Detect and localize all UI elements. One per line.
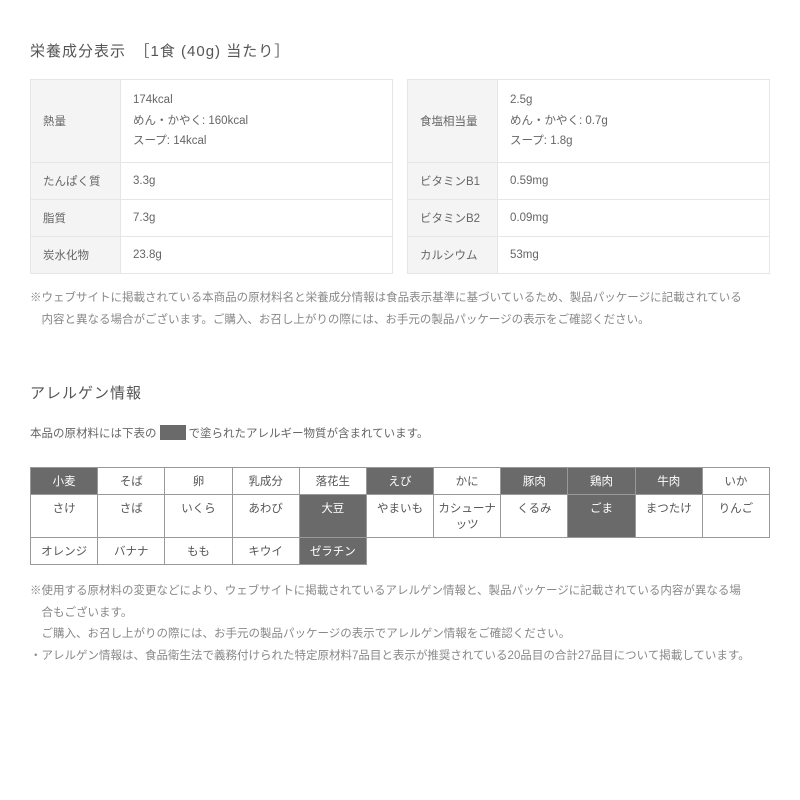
nutrition-value: 0.59mg xyxy=(498,163,770,200)
allergen-intro-suffix: で塗られたアレルギー物質が含まれています。 xyxy=(189,425,429,441)
allergen-cell: りんご xyxy=(703,495,770,538)
nutrition-value: 2.5gめん・かやく: 0.7gスープ: 1.8g xyxy=(498,80,770,163)
allergen-cell: 卵 xyxy=(165,468,232,495)
nutrition-value: 7.3g xyxy=(121,200,393,237)
table-row: 食塩相当量2.5gめん・かやく: 0.7gスープ: 1.8g xyxy=(408,80,770,163)
allergen-cell: くるみ xyxy=(501,495,568,538)
nutrition-label: たんぱく質 xyxy=(31,163,121,200)
allergen-cell: やまいも xyxy=(367,495,434,538)
allergen-cell: えび xyxy=(367,468,434,495)
allergen-cell: 小麦 xyxy=(31,468,98,495)
nutrition-label: ビタミンB1 xyxy=(408,163,498,200)
allergen-cell: ごま xyxy=(568,495,635,538)
allergen-intro-prefix: 本品の原材料には下表の xyxy=(30,425,157,441)
allergen-cell: バナナ xyxy=(98,538,165,565)
nutrition-label: 炭水化物 xyxy=(31,237,121,274)
allergen-cell: 大豆 xyxy=(300,495,367,538)
nutrition-note: ※ウェブサイトに掲載されている本商品の原材料名と栄養成分情報は食品表示基準に基づ… xyxy=(30,288,770,332)
allergen-cell-empty xyxy=(703,538,770,565)
nutrition-value: 174kcalめん・かやく: 160kcalスープ: 14kcal xyxy=(121,80,393,163)
allergen-cell: 乳成分 xyxy=(233,468,300,495)
nutrition-value: 23.8g xyxy=(121,237,393,274)
nutrition-table-left: 熱量174kcalめん・かやく: 160kcalスープ: 14kcalたんぱく質… xyxy=(30,79,393,274)
allergen-cell: さば xyxy=(98,495,165,538)
table-row: ビタミンB20.09mg xyxy=(408,200,770,237)
nutrition-table-right: 食塩相当量2.5gめん・かやく: 0.7gスープ: 1.8gビタミンB10.59… xyxy=(407,79,770,274)
allergen-cell: 鶏肉 xyxy=(568,468,635,495)
table-row: ビタミンB10.59mg xyxy=(408,163,770,200)
allergen-cell: 豚肉 xyxy=(501,468,568,495)
nutrition-tables: 熱量174kcalめん・かやく: 160kcalスープ: 14kcalたんぱく質… xyxy=(30,79,770,274)
nutrition-value: 53mg xyxy=(498,237,770,274)
allergen-cell: 落花生 xyxy=(300,468,367,495)
allergen-cell: 牛肉 xyxy=(636,468,703,495)
allergen-cell: もも xyxy=(165,538,232,565)
nutrition-title: 栄養成分表示 ［1食 (40g) 当たり］ xyxy=(30,40,770,61)
allergen-cell-empty xyxy=(501,538,568,565)
allergen-swatch xyxy=(160,425,186,440)
nutrition-value: 3.3g xyxy=(121,163,393,200)
allergen-cell: いか xyxy=(703,468,770,495)
allergen-cell: さけ xyxy=(31,495,98,538)
allergen-cell: いくら xyxy=(165,495,232,538)
table-row: カルシウム53mg xyxy=(408,237,770,274)
allergen-notes: ※使用する原材料の変更などにより、ウェブサイトに掲載されているアレルゲン情報と、… xyxy=(30,581,770,668)
allergen-cell-empty xyxy=(367,538,434,565)
allergen-grid: 小麦そば卵乳成分落花生えびかに豚肉鶏肉牛肉いかさけさばいくらあわび大豆やまいもカ… xyxy=(30,467,770,565)
allergen-cell: そば xyxy=(98,468,165,495)
allergen-cell: オレンジ xyxy=(31,538,98,565)
nutrition-label: 脂質 xyxy=(31,200,121,237)
nutrition-label: 熱量 xyxy=(31,80,121,163)
table-row: 脂質7.3g xyxy=(31,200,393,237)
allergen-title: アレルゲン情報 xyxy=(30,382,770,403)
table-row: 熱量174kcalめん・かやく: 160kcalスープ: 14kcal xyxy=(31,80,393,163)
allergen-cell: キウイ xyxy=(233,538,300,565)
allergen-cell: ゼラチン xyxy=(300,538,367,565)
nutrition-label: ビタミンB2 xyxy=(408,200,498,237)
allergen-cell-empty xyxy=(636,538,703,565)
nutrition-label: カルシウム xyxy=(408,237,498,274)
allergen-cell: カシューナッツ xyxy=(434,495,501,538)
nutrition-label: 食塩相当量 xyxy=(408,80,498,163)
nutrition-value: 0.09mg xyxy=(498,200,770,237)
table-row: 炭水化物23.8g xyxy=(31,237,393,274)
allergen-cell: まつたけ xyxy=(636,495,703,538)
allergen-cell: あわび xyxy=(233,495,300,538)
allergen-intro: 本品の原材料には下表の で塗られたアレルギー物質が含まれています。 xyxy=(30,425,770,441)
allergen-cell-empty xyxy=(568,538,635,565)
allergen-cell-empty xyxy=(434,538,501,565)
table-row: たんぱく質3.3g xyxy=(31,163,393,200)
allergen-cell: かに xyxy=(434,468,501,495)
